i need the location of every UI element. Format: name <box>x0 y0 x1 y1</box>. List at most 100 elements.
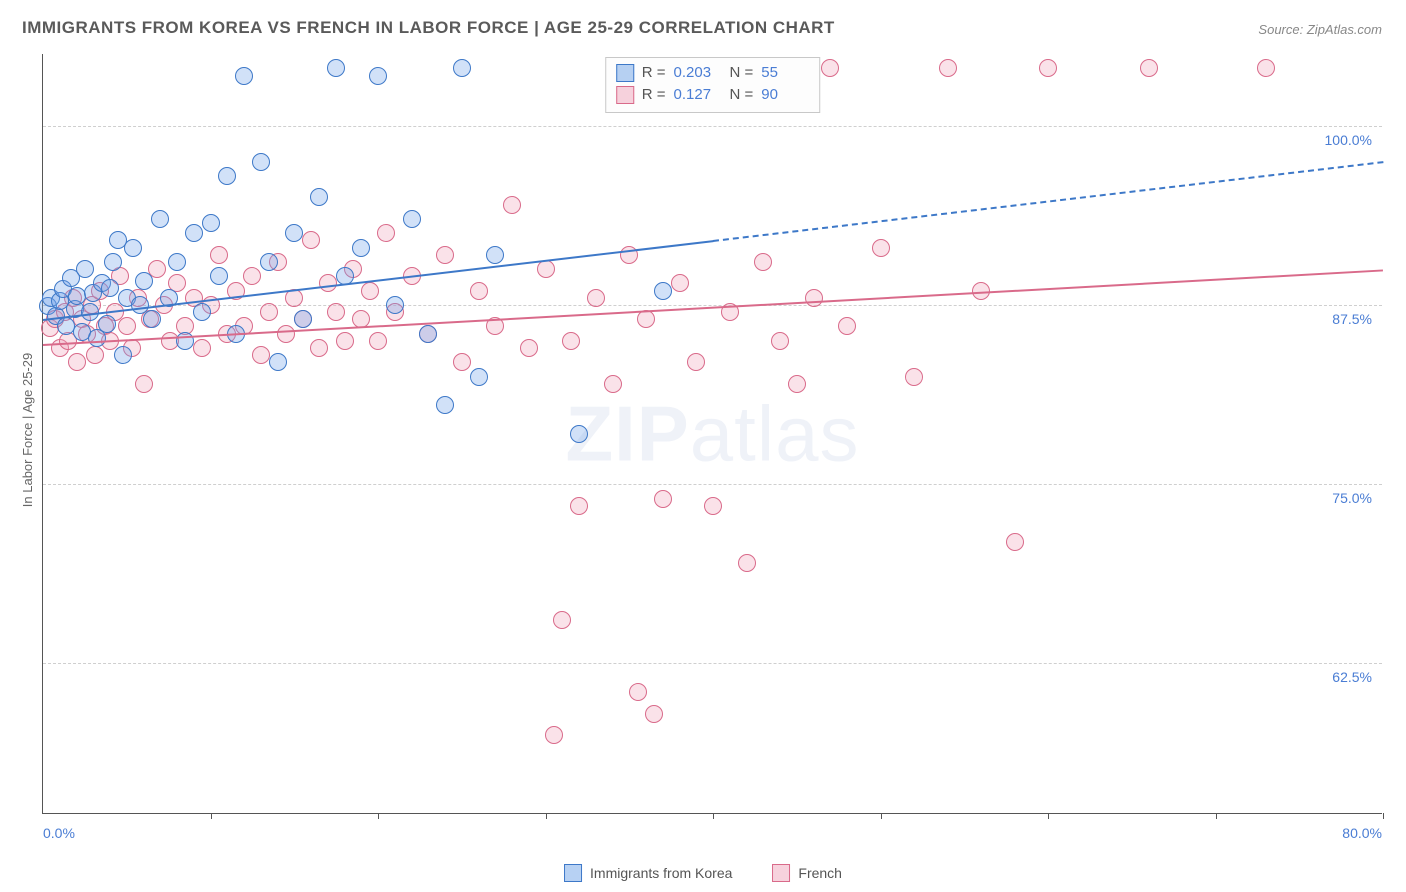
series-a-point <box>486 246 504 264</box>
series-b-point <box>86 346 104 364</box>
series-b-point <box>243 267 261 285</box>
x-tick <box>546 813 547 819</box>
chart-title: IMMIGRANTS FROM KOREA VS FRENCH IN LABOR… <box>22 18 835 38</box>
series-a-point <box>285 224 303 242</box>
series-b-point <box>1257 59 1275 77</box>
series-a-point <box>185 224 203 242</box>
y-axis-title: In Labor Force | Age 25-29 <box>20 353 35 507</box>
series-a-point <box>310 188 328 206</box>
series-b-point <box>754 253 772 271</box>
series-b-point <box>118 317 136 335</box>
series-a-point <box>101 279 119 297</box>
series-a-point <box>76 260 94 278</box>
series-b-point <box>260 303 278 321</box>
series-b-point <box>210 246 228 264</box>
series-b-point <box>939 59 957 77</box>
x-tick <box>1383 813 1384 819</box>
y-tick-label: 100.0% <box>1325 132 1372 148</box>
series-b-point <box>470 282 488 300</box>
series-a-point <box>202 214 220 232</box>
chart-container: IMMIGRANTS FROM KOREA VS FRENCH IN LABOR… <box>0 0 1406 892</box>
x-axis-max-label: 80.0% <box>1342 825 1382 841</box>
series-b-point <box>193 339 211 357</box>
x-tick <box>378 813 379 819</box>
x-tick <box>881 813 882 819</box>
series-a-point <box>260 253 278 271</box>
series-b-point <box>545 726 563 744</box>
stats-box: R = 0.203 N = 55 R = 0.127 N = 90 <box>605 57 821 113</box>
series-b-point <box>604 375 622 393</box>
series-b-point <box>805 289 823 307</box>
series-b-point <box>436 246 454 264</box>
trend-line <box>713 162 1383 243</box>
series-b-point <box>821 59 839 77</box>
series-a-point <box>252 153 270 171</box>
source-label: Source: ZipAtlas.com <box>1258 22 1382 37</box>
series-a-point <box>386 296 404 314</box>
series-a-point <box>235 67 253 85</box>
series-b-point <box>520 339 538 357</box>
series-a-point <box>210 267 228 285</box>
series-a-point <box>98 315 116 333</box>
swatch-series-a <box>616 64 634 82</box>
series-a-point <box>143 310 161 328</box>
series-b-point <box>704 497 722 515</box>
series-b-point <box>369 332 387 350</box>
series-b-point <box>629 683 647 701</box>
series-a-point <box>327 59 345 77</box>
gridline <box>43 663 1382 664</box>
series-b-point <box>302 231 320 249</box>
stats-row-series-a: R = 0.203 N = 55 <box>616 62 810 84</box>
series-a-point <box>570 425 588 443</box>
series-a-point <box>269 353 287 371</box>
series-a-point <box>654 282 672 300</box>
series-a-point <box>193 303 211 321</box>
series-a-point <box>124 239 142 257</box>
x-axis-min-label: 0.0% <box>43 825 75 841</box>
legend-label-b: French <box>798 865 842 881</box>
series-b-point <box>503 196 521 214</box>
gridline <box>43 484 1382 485</box>
watermark: ZIPatlas <box>565 388 859 479</box>
x-tick <box>1216 813 1217 819</box>
series-b-point <box>336 332 354 350</box>
series-b-point <box>788 375 806 393</box>
series-b-point <box>252 346 270 364</box>
y-tick-label: 62.5% <box>1332 669 1372 685</box>
series-b-point <box>570 497 588 515</box>
series-b-point <box>537 260 555 278</box>
series-a-point <box>168 253 186 271</box>
x-tick <box>713 813 714 819</box>
series-b-point <box>68 353 86 371</box>
series-b-point <box>738 554 756 572</box>
legend-label-a: Immigrants from Korea <box>590 865 732 881</box>
legend-swatch-b <box>772 864 790 882</box>
x-tick <box>211 813 212 819</box>
legend-swatch-a <box>564 864 582 882</box>
series-b-point <box>1140 59 1158 77</box>
gridline <box>43 126 1382 127</box>
series-b-point <box>671 274 689 292</box>
series-b-point <box>277 325 295 343</box>
series-b-point <box>654 490 672 508</box>
series-a-point <box>218 167 236 185</box>
series-a-point <box>151 210 169 228</box>
series-a-point <box>135 272 153 290</box>
series-a-point <box>453 59 471 77</box>
y-tick-label: 87.5% <box>1332 311 1372 327</box>
series-a-point <box>352 239 370 257</box>
y-tick-label: 75.0% <box>1332 490 1372 506</box>
series-a-point <box>104 253 122 271</box>
series-b-point <box>562 332 580 350</box>
series-a-point <box>403 210 421 228</box>
legend-item-series-b: French <box>772 864 842 882</box>
series-b-point <box>135 375 153 393</box>
series-a-point <box>68 287 86 305</box>
bottom-legend: Immigrants from Korea French <box>564 864 842 882</box>
series-b-point <box>310 339 328 357</box>
series-b-point <box>637 310 655 328</box>
series-a-point <box>369 67 387 85</box>
swatch-series-b <box>616 86 634 104</box>
series-a-point <box>436 396 454 414</box>
series-b-point <box>453 353 471 371</box>
